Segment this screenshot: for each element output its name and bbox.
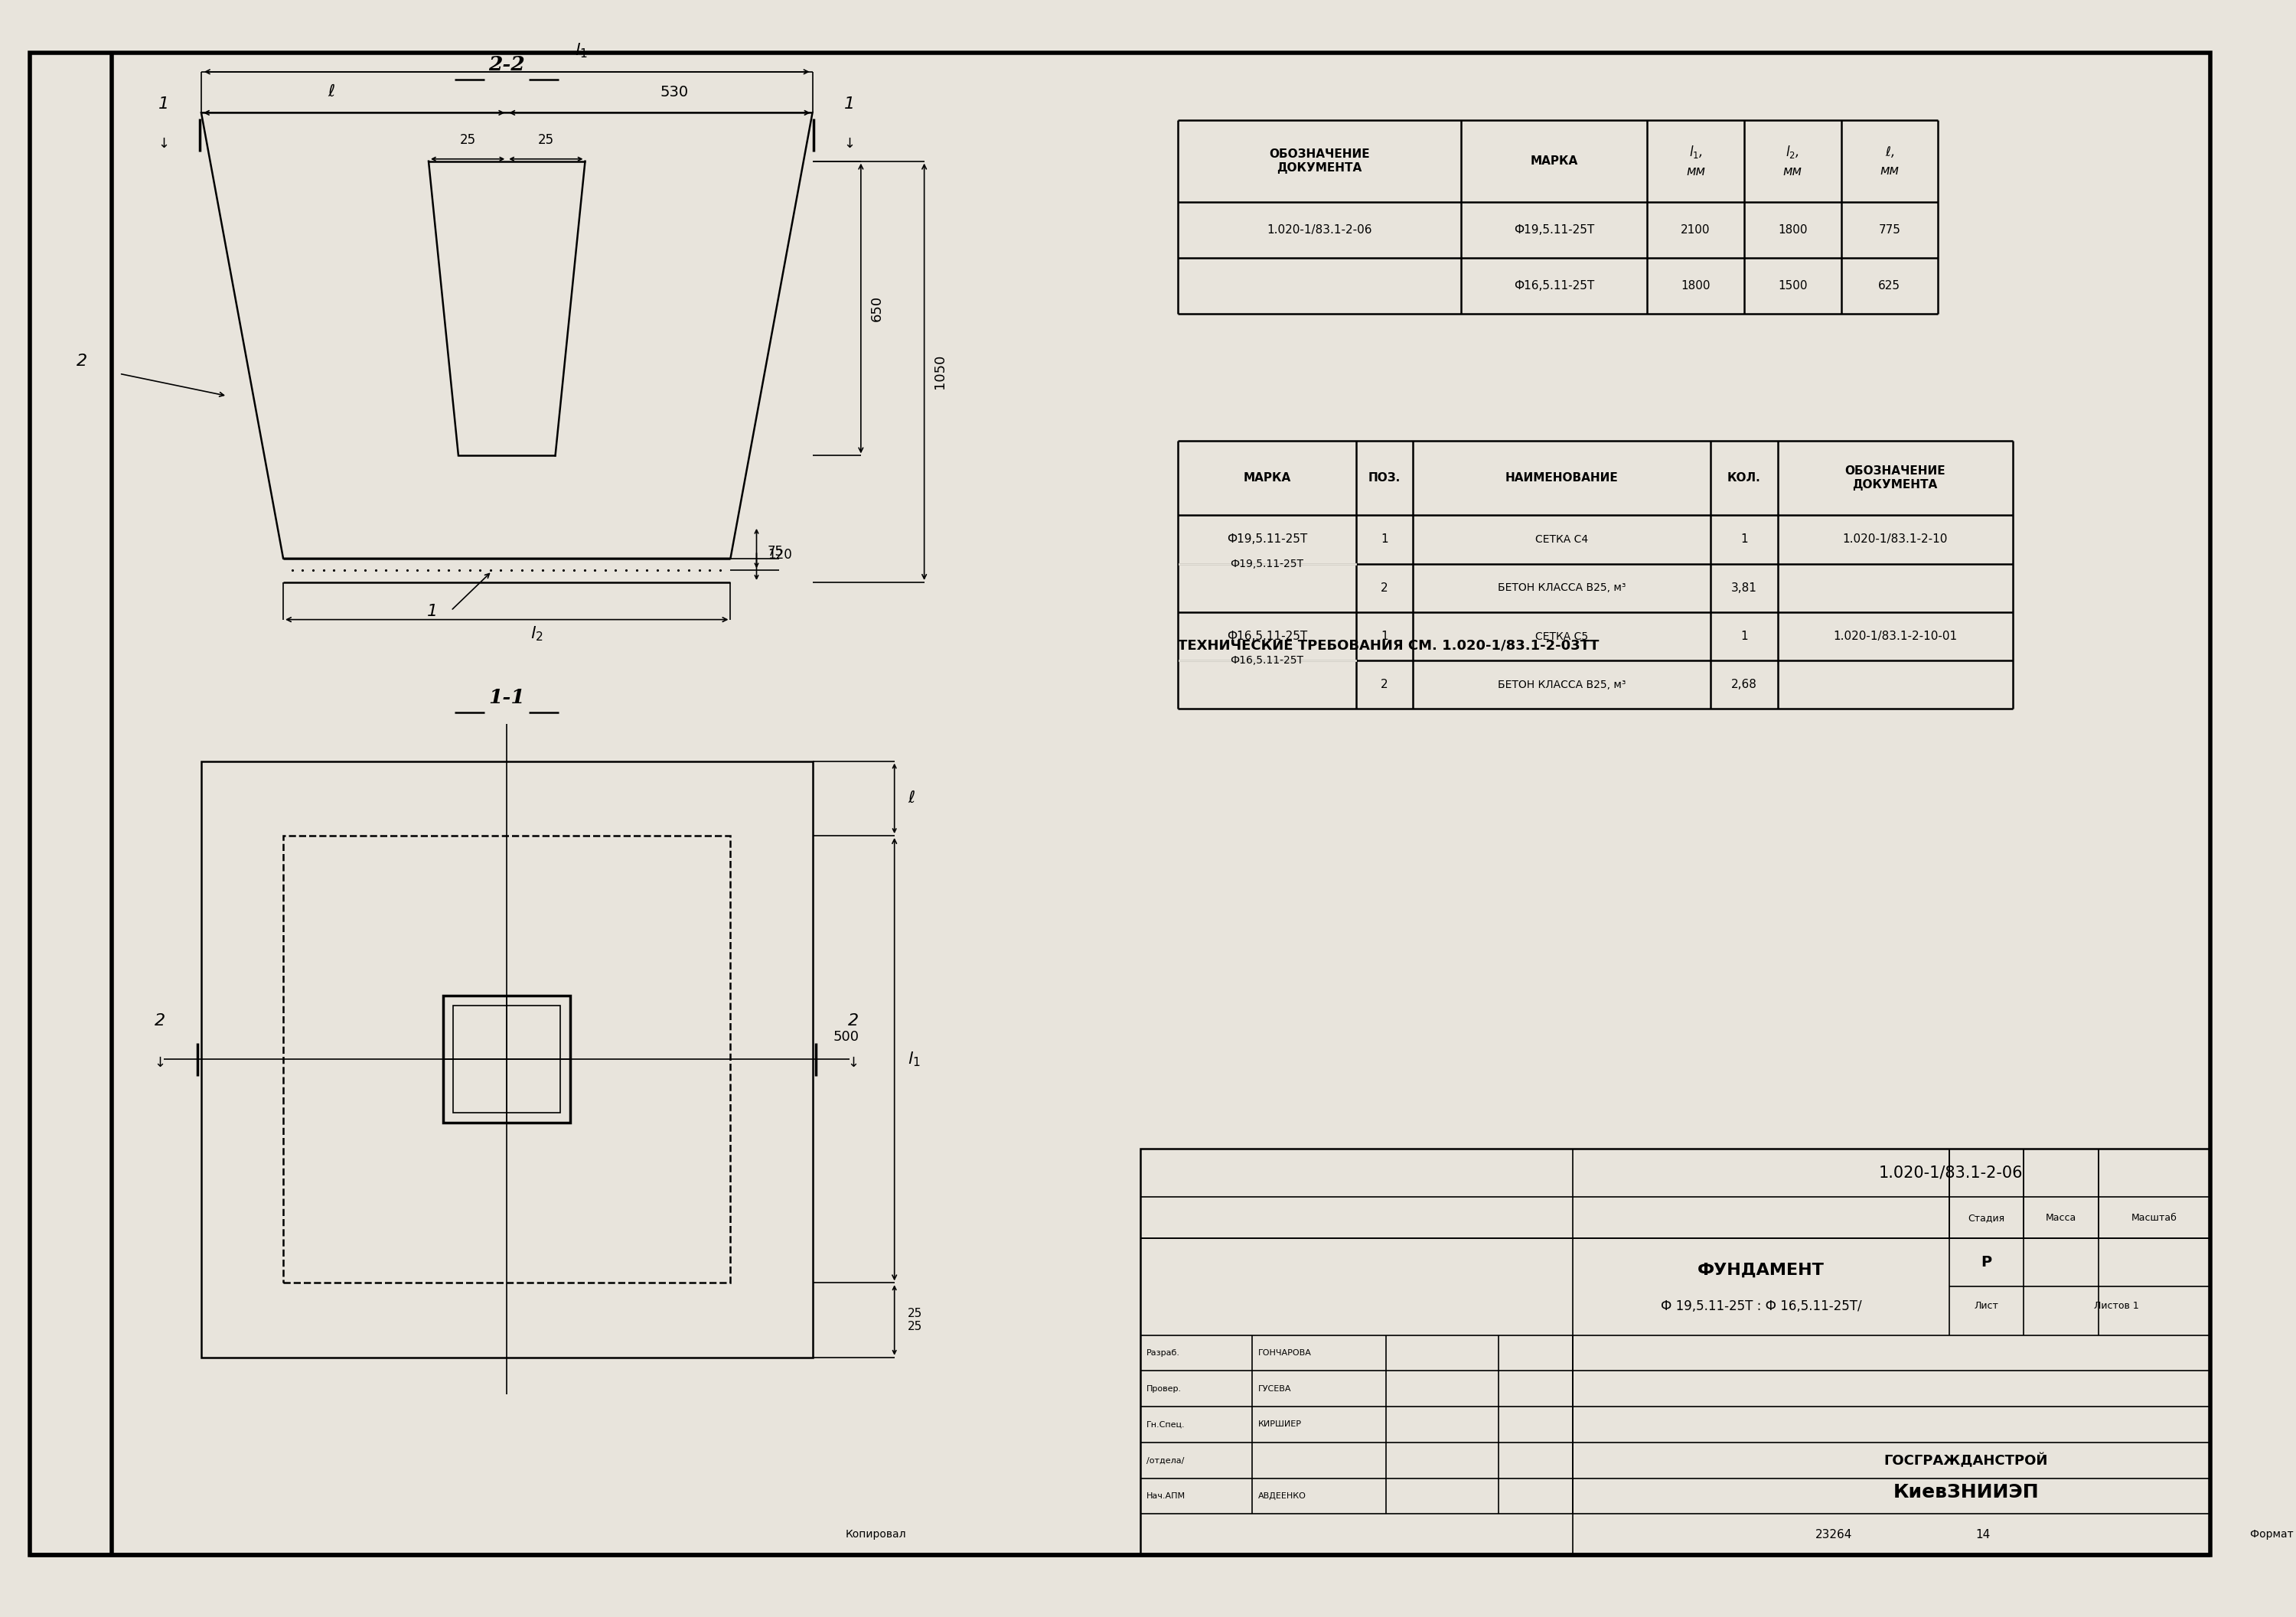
Text: Масштаб: Масштаб <box>2131 1213 2177 1222</box>
Text: 775: 775 <box>1878 225 1901 236</box>
Text: /отдела/: /отдела/ <box>1146 1457 1185 1463</box>
Text: $\ell$: $\ell$ <box>907 791 916 807</box>
Text: БЕТОН КЛАССА В25, м³: БЕТОН КЛАССА В25, м³ <box>1497 679 1626 690</box>
Text: 1.020-1/83.1-2-06: 1.020-1/83.1-2-06 <box>1267 225 1373 236</box>
Text: Стадия: Стадия <box>1968 1213 2004 1222</box>
Text: 2100: 2100 <box>1681 225 1711 236</box>
Text: Гн.Спец.: Гн.Спец. <box>1146 1421 1185 1428</box>
Text: Р: Р <box>1981 1255 1991 1269</box>
Text: Листов 1: Листов 1 <box>2094 1302 2140 1311</box>
Text: 2,68: 2,68 <box>1731 679 1756 690</box>
Text: КОЛ.: КОЛ. <box>1727 472 1761 483</box>
Text: НАИМЕНОВАНИЕ: НАИМЕНОВАНИЕ <box>1504 472 1619 483</box>
Text: 1800: 1800 <box>1681 280 1711 291</box>
Text: 1: 1 <box>1380 534 1389 545</box>
Text: ГОНЧАРОВА: ГОНЧАРОВА <box>1258 1349 1311 1357</box>
Text: ГУСЕВА: ГУСЕВА <box>1258 1384 1290 1392</box>
Text: 1: 1 <box>158 95 170 112</box>
Text: ОБОЗНАЧЕНИЕ
ДОКУМЕНТА: ОБОЗНАЧЕНИЕ ДОКУМЕНТА <box>1844 466 1945 492</box>
Text: ТЕХНИЧЕСКИЕ ТРЕБОВАНИЯ СМ. 1.020-1/83.1-2-03ТТ: ТЕХНИЧЕСКИЕ ТРЕБОВАНИЯ СМ. 1.020-1/83.1-… <box>1178 639 1598 653</box>
Text: 1: 1 <box>845 95 854 112</box>
Text: ГОСГРАЖДАНСТРОЙ: ГОСГРАЖДАНСТРОЙ <box>1883 1454 2048 1468</box>
Text: 1-1: 1-1 <box>489 689 526 707</box>
Text: 2: 2 <box>76 354 87 369</box>
Text: Формат А3: Формат А3 <box>2250 1530 2296 1539</box>
Text: МАРКА: МАРКА <box>1529 155 1577 167</box>
Text: КИРШИЕР: КИРШИЕР <box>1258 1421 1302 1428</box>
Text: 2: 2 <box>1380 582 1389 593</box>
Text: 625: 625 <box>1878 280 1901 291</box>
Text: Разраб.: Разраб. <box>1146 1349 1180 1357</box>
Text: ↓: ↓ <box>847 1056 859 1070</box>
Text: 1500: 1500 <box>1777 280 1807 291</box>
Text: 3,81: 3,81 <box>1731 582 1756 593</box>
Text: 530: 530 <box>661 86 689 99</box>
Text: $l_1$,
мм: $l_1$, мм <box>1685 144 1706 178</box>
Text: 2: 2 <box>154 1014 165 1028</box>
Text: ПОЗ.: ПОЗ. <box>1368 472 1401 483</box>
Text: $l_1$: $l_1$ <box>574 42 588 60</box>
Text: Нач.АПМ: Нач.АПМ <box>1146 1492 1185 1501</box>
Text: Ф19,5.11-25Т: Ф19,5.11-25Т <box>1231 558 1304 569</box>
Text: $l_2$,
мм: $l_2$, мм <box>1784 144 1802 178</box>
Text: Лист: Лист <box>1975 1302 1998 1311</box>
Text: $l_2$: $l_2$ <box>530 624 542 642</box>
Text: Копировал: Копировал <box>845 1530 907 1539</box>
Text: СЕТКА С4: СЕТКА С4 <box>1536 534 1589 545</box>
Text: 2: 2 <box>847 1014 859 1028</box>
Text: ФУНДАМЕНТ: ФУНДАМЕНТ <box>1697 1263 1825 1277</box>
Text: 25
25: 25 25 <box>907 1308 923 1332</box>
Text: БЕТОН КЛАССА В25, м³: БЕТОН КЛАССА В25, м³ <box>1497 582 1626 593</box>
Text: 1: 1 <box>427 603 439 619</box>
Text: 500: 500 <box>833 1030 859 1045</box>
Text: 2-2: 2-2 <box>489 55 526 74</box>
Text: 25: 25 <box>459 133 475 147</box>
Text: 1800: 1800 <box>1777 225 1807 236</box>
Text: 650: 650 <box>870 296 884 322</box>
Text: ↓: ↓ <box>154 1056 165 1070</box>
Text: Ф16,5.11-25Т: Ф16,5.11-25Т <box>1513 280 1593 291</box>
Text: 25: 25 <box>537 133 553 147</box>
Text: 1.020-1/83.1-2-06: 1.020-1/83.1-2-06 <box>1878 1166 2023 1180</box>
Text: 23264: 23264 <box>1816 1528 1853 1539</box>
Text: Ф16,5.11-25Т: Ф16,5.11-25Т <box>1231 655 1304 666</box>
Text: 1: 1 <box>1740 534 1747 545</box>
Text: 1.020-1/83.1-2-10-01: 1.020-1/83.1-2-10-01 <box>1832 631 1956 642</box>
Text: СЕТКА С5: СЕТКА С5 <box>1536 631 1589 642</box>
Text: Ф19,5.11-25Т: Ф19,5.11-25Т <box>1513 225 1593 236</box>
Text: Масса: Масса <box>2046 1213 2076 1222</box>
Text: 2: 2 <box>1380 679 1389 690</box>
Text: 1.020-1/83.1-2-10: 1.020-1/83.1-2-10 <box>1841 534 1947 545</box>
Text: МАРКА: МАРКА <box>1242 472 1290 483</box>
Text: 1: 1 <box>1380 631 1389 642</box>
Text: 120: 120 <box>767 548 792 561</box>
Text: АВДЕЕНКО: АВДЕЕНКО <box>1258 1492 1306 1501</box>
Text: КиевЗНИИЭП: КиевЗНИИЭП <box>1892 1483 2039 1502</box>
Text: ↓: ↓ <box>158 137 170 150</box>
Text: Ф19,5.11-25Т: Ф19,5.11-25Т <box>1226 534 1306 545</box>
Text: 1050: 1050 <box>932 354 946 390</box>
Text: 1: 1 <box>1740 631 1747 642</box>
Text: $\ell$: $\ell$ <box>328 84 335 99</box>
Text: $\ell$,
мм: $\ell$, мм <box>1880 146 1899 178</box>
Text: Ф 19,5.11-25Т : Ф 16,5.11-25Т/: Ф 19,5.11-25Т : Ф 16,5.11-25Т/ <box>1660 1298 1862 1313</box>
Text: $l_1$: $l_1$ <box>907 1051 921 1069</box>
Text: Ф16,5.11-25Т: Ф16,5.11-25Т <box>1226 631 1306 642</box>
Text: ↓: ↓ <box>845 137 856 150</box>
Text: ОБОЗНАЧЕНИЕ
ДОКУМЕНТА: ОБОЗНАЧЕНИЕ ДОКУМЕНТА <box>1270 149 1371 175</box>
Text: Провер.: Провер. <box>1146 1384 1182 1392</box>
Text: 14: 14 <box>1975 1528 1991 1539</box>
Text: 75: 75 <box>767 545 783 558</box>
